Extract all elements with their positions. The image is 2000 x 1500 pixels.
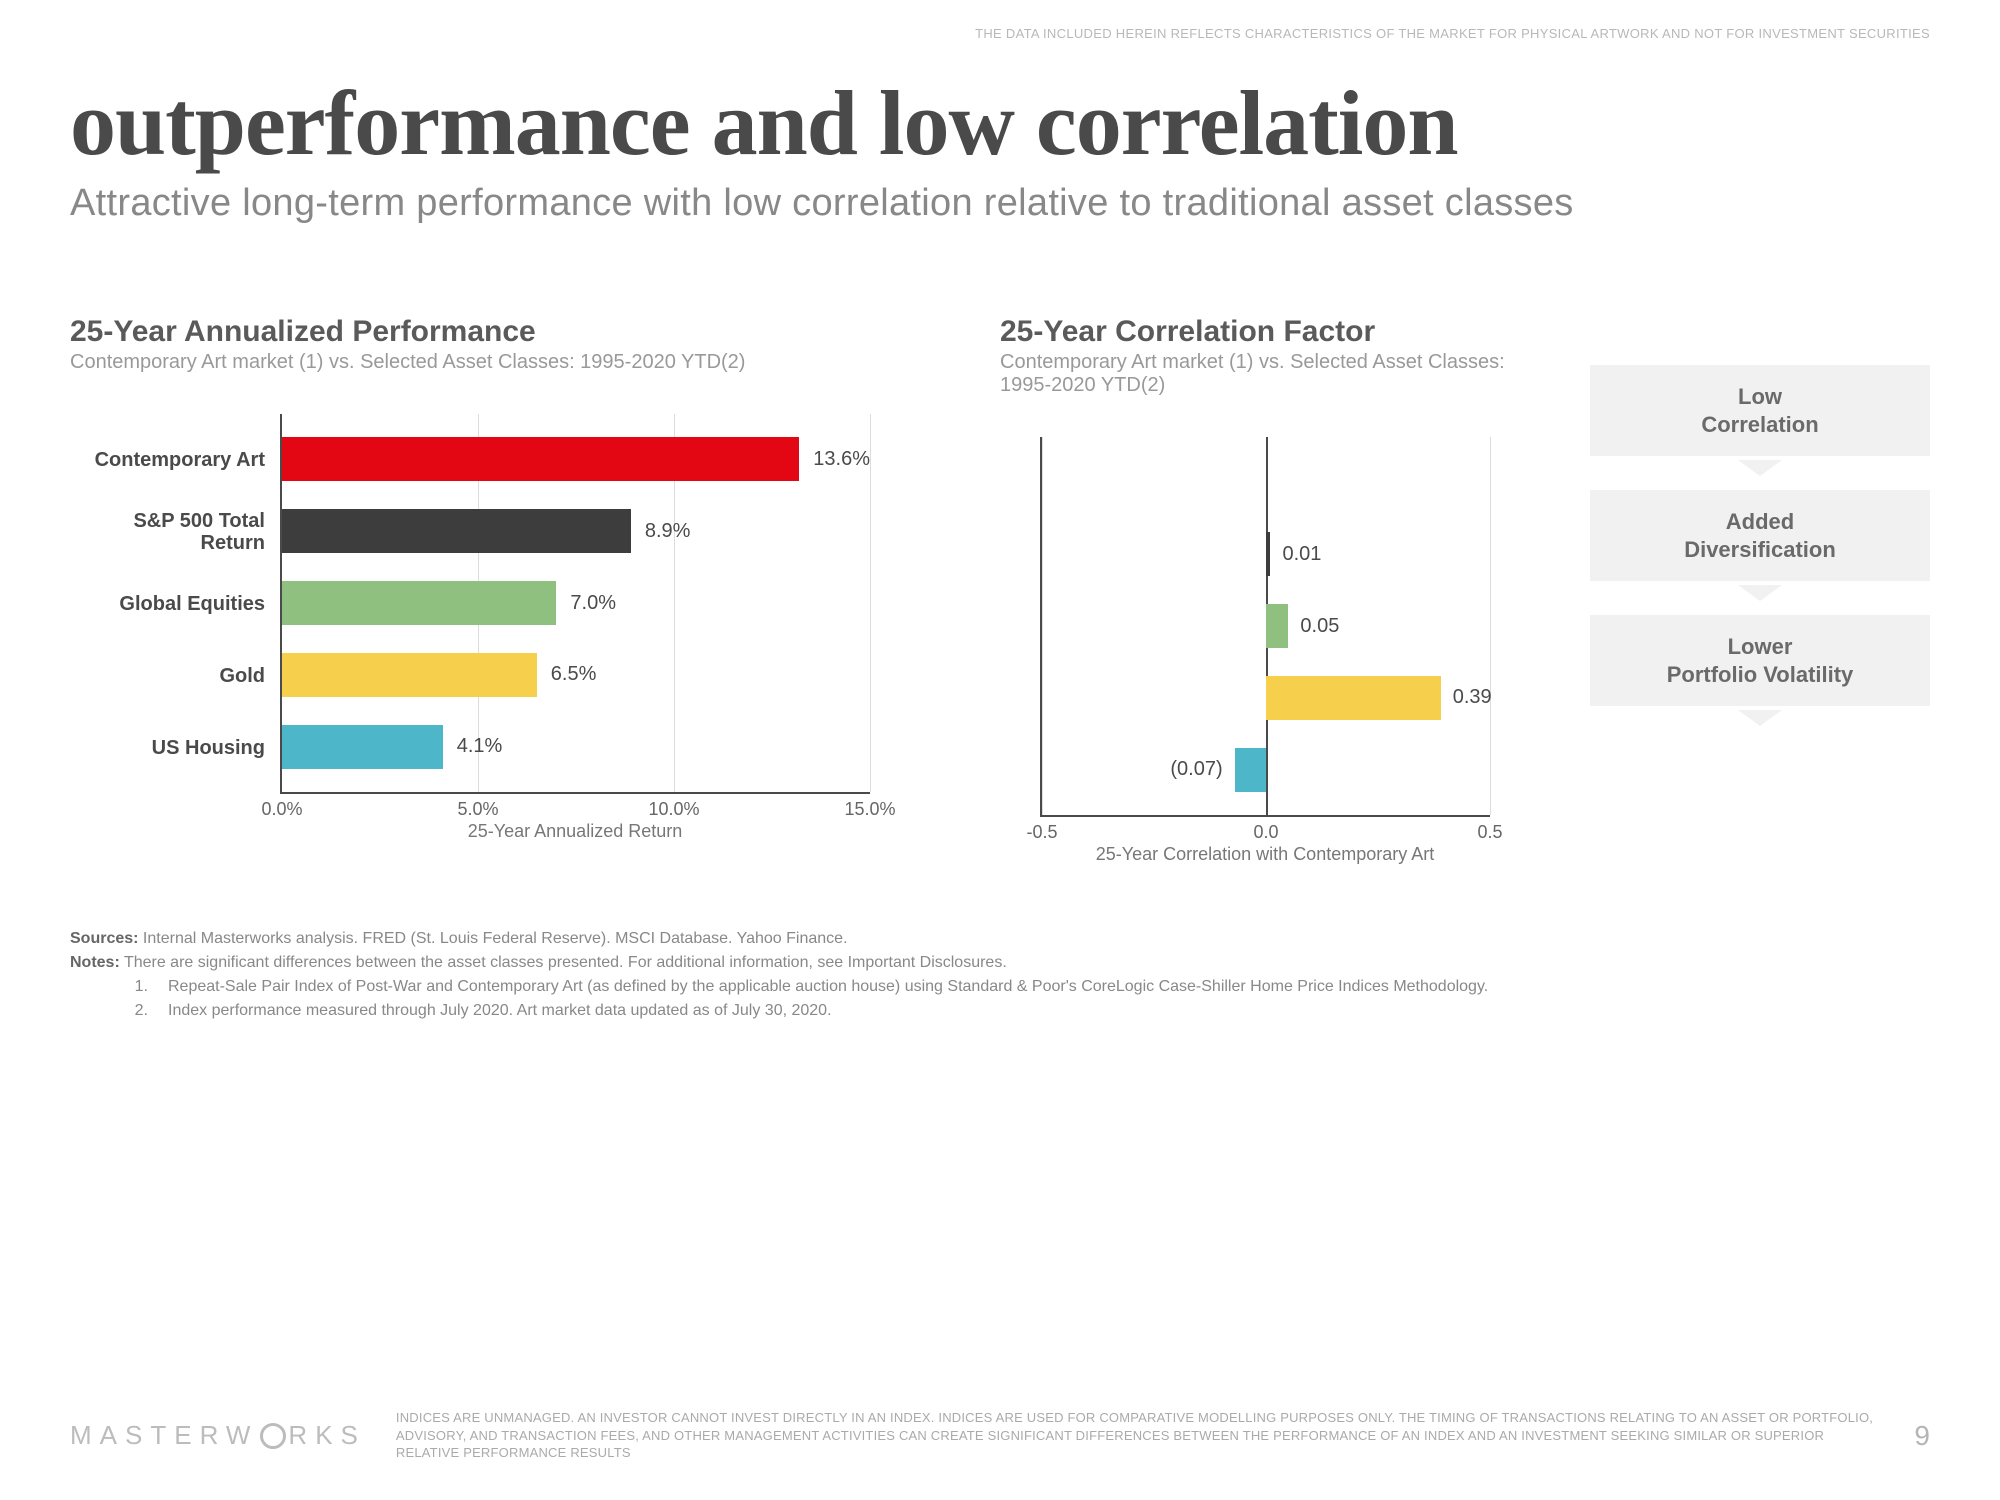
brand-text-left: MASTERW	[70, 1420, 258, 1451]
bar-value-label: 0.39	[1441, 686, 1504, 709]
bar	[282, 725, 443, 769]
bar	[1266, 604, 1288, 648]
category-label: US Housing	[70, 737, 265, 759]
bar	[282, 653, 537, 697]
right-chart-title: 25-Year Correlation Factor	[1000, 315, 1560, 349]
footer: MASTERW RKS INDICES ARE UNMANAGED. AN IN…	[70, 1409, 1930, 1462]
category-label: Contemporary Art	[70, 449, 265, 471]
bar-row: 0.05	[1266, 604, 1288, 648]
note-item: 1. Repeat-Sale Pair Index of Post-War and…	[128, 975, 1930, 999]
right-xaxis-label: 25-Year Correlation with Contemporary Ar…	[1040, 844, 1490, 865]
callout-box: LowerPortfolio Volatility	[1590, 615, 1930, 706]
right-chart-area: -0.50.00.50.010.050.39(0.07) 25-Year Cor…	[1000, 437, 1560, 877]
bar-value-label: 4.1%	[457, 735, 503, 758]
page-number: 9	[1914, 1420, 1930, 1452]
xtick-label: 0.0%	[261, 799, 302, 820]
note-text: Index performance measured through July …	[168, 999, 832, 1023]
bar-value-label: 7.0%	[570, 592, 616, 615]
bar	[282, 437, 799, 481]
gridline	[870, 414, 871, 792]
bar-row: 13.6%	[282, 437, 870, 481]
left-chart-subtitle: Contemporary Art market (1) vs. Selected…	[70, 351, 960, 374]
xtick-label: 10.0%	[648, 799, 699, 820]
bar	[1235, 748, 1266, 792]
note-item: 2. Index performance measured through Jul…	[128, 999, 1930, 1023]
note-number: 1.	[128, 975, 148, 999]
bar-row: 8.9%	[282, 509, 870, 553]
top-disclaimer: THE DATA INCLUDED HEREIN REFLECTS CHARAC…	[975, 26, 1930, 41]
bar	[1266, 676, 1441, 720]
chevron-down-icon	[1738, 585, 1782, 601]
notes-label: Notes:	[70, 954, 120, 971]
category-label: Global Equities	[70, 593, 265, 615]
right-column: 25-Year Correlation Factor Contemporary …	[1000, 315, 1930, 877]
bar-value-label: 0.05	[1288, 615, 1351, 638]
bar-value-label: 0.01	[1270, 543, 1333, 566]
right-chart: 25-Year Correlation Factor Contemporary …	[1000, 315, 1560, 877]
left-chart-title: 25-Year Annualized Performance	[70, 315, 960, 349]
bar	[282, 581, 556, 625]
sources-label: Sources:	[70, 930, 138, 947]
note-text: Repeat-Sale Pair Index of Post-War and C…	[168, 975, 1488, 999]
footer-disclaimer: INDICES ARE UNMANAGED. AN INVESTOR CANNO…	[396, 1409, 1885, 1462]
page-subtitle: Attractive long-term performance with lo…	[70, 182, 1930, 225]
page-title: outperformance and low correlation	[70, 70, 1930, 176]
right-chart-subtitle: Contemporary Art market (1) vs. Selected…	[1000, 351, 1560, 397]
xtick-label: 0.5	[1477, 822, 1502, 843]
xtick-label: 15.0%	[844, 799, 895, 820]
gridline	[1042, 437, 1043, 815]
note-number: 2.	[128, 999, 148, 1023]
bar-row: 7.0%	[282, 581, 870, 625]
callout-box: LowCorrelation	[1590, 365, 1930, 456]
charts-row: 25-Year Annualized Performance Contempor…	[70, 315, 1930, 877]
sources-text: Internal Masterworks analysis. FRED (St.…	[143, 930, 848, 947]
bar	[282, 509, 631, 553]
bar-row: 6.5%	[282, 653, 870, 697]
left-chart-area: Contemporary Art S&P 500 TotalReturn Globa…	[70, 414, 960, 854]
bar-value-label: (0.07)	[1158, 758, 1234, 781]
left-chart: 25-Year Annualized Performance Contempor…	[70, 315, 960, 877]
bar-value-label: 13.6%	[813, 448, 870, 471]
chevron-down-icon	[1738, 710, 1782, 726]
brand-ring-icon	[260, 1423, 286, 1449]
callouts: LowCorrelation AddedDiversification LowerP…	[1560, 315, 1930, 877]
chevron-down-icon	[1738, 460, 1782, 476]
category-label: Gold	[70, 665, 265, 687]
callout-box: AddedDiversification	[1590, 490, 1930, 581]
bar-value-label: 8.9%	[645, 520, 691, 543]
bar-row: 4.1%	[282, 725, 870, 769]
brand-text-right: RKS	[288, 1420, 365, 1451]
category-label: S&P 500 TotalReturn	[70, 510, 265, 554]
bar-row: 0.39	[1266, 676, 1441, 720]
xtick-label: -0.5	[1026, 822, 1057, 843]
bar-row: (0.07)	[1235, 748, 1266, 792]
brand-logo: MASTERW RKS	[70, 1420, 366, 1451]
xtick-label: 0.0	[1253, 822, 1278, 843]
sources-notes: Sources: Internal Masterworks analysis. …	[70, 927, 1930, 1023]
bar-row: 0.01	[1266, 532, 1270, 576]
left-xaxis-label: 25-Year Annualized Return	[280, 821, 870, 842]
bar-value-label: 6.5%	[551, 663, 597, 686]
gridline	[1490, 437, 1491, 815]
notes-intro: There are significant differences betwee…	[124, 954, 1007, 971]
xtick-label: 5.0%	[457, 799, 498, 820]
